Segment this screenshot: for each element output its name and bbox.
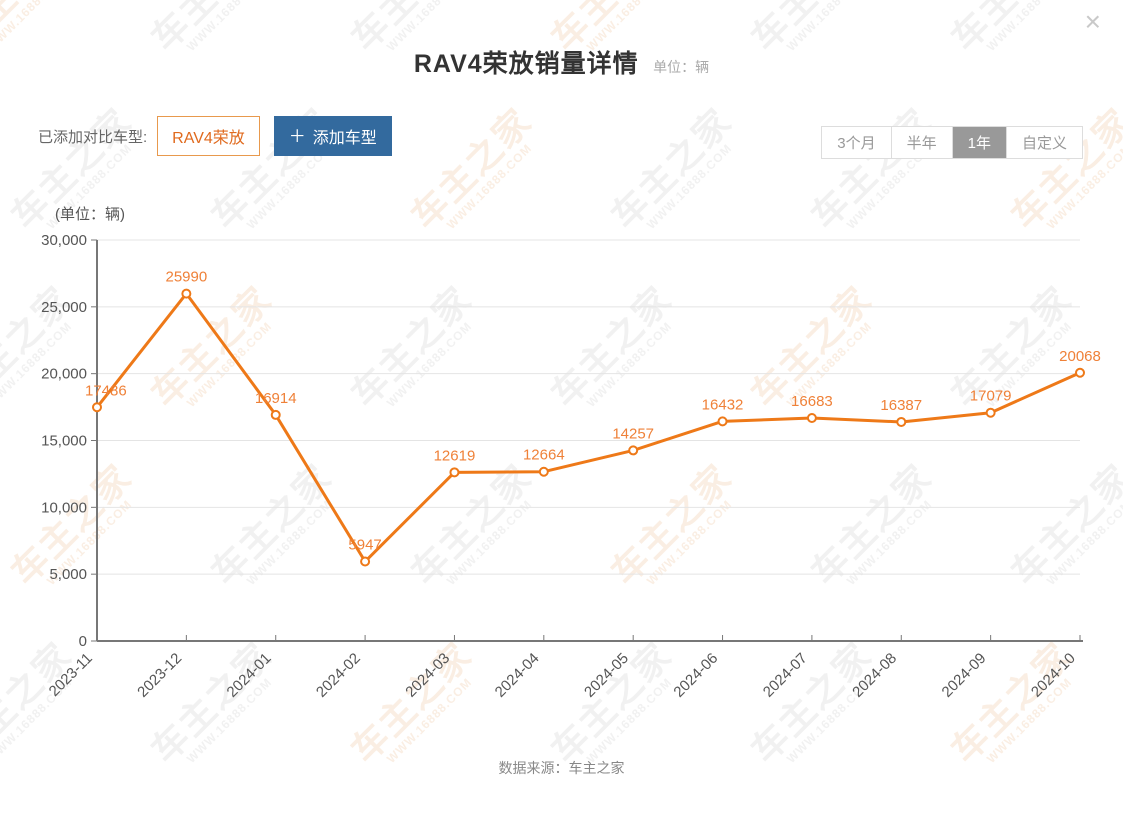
data-point[interactable] — [92, 402, 102, 413]
x-tick-label: 2024-03 — [402, 650, 453, 701]
y-tick-label: 10,000 — [41, 499, 87, 516]
sales-line-chart: 0 5,000 10,000 15,000 20,000 25,000 30,000 2023… — [41, 232, 1101, 701]
data-point-label: 16683 — [791, 393, 833, 410]
data-point[interactable] — [538, 466, 549, 477]
x-tick-label: 2024-05 — [581, 650, 632, 701]
data-point[interactable] — [449, 467, 460, 478]
data-point-label: 12664 — [523, 447, 565, 464]
y-tick-label: 25,000 — [41, 299, 87, 316]
data-point-label: 16432 — [702, 396, 744, 413]
y-tick-label: 30,000 — [41, 232, 87, 249]
x-tick-label: 2024-06 — [670, 650, 721, 701]
range-selector: 3个月 半年 1年 自定义 — [821, 126, 1083, 159]
sales-line-series — [95, 292, 1082, 564]
y-axis-unit-label: (单位：辆) — [55, 206, 125, 223]
data-point-label: 16387 — [880, 397, 922, 414]
data-point-label: 20068 — [1059, 348, 1101, 365]
x-tick-label: 2023-11 — [46, 650, 96, 700]
data-point-label: 12619 — [434, 447, 476, 464]
compare-bar-label: 已添加对比车型: — [38, 128, 148, 146]
y-tick-label: 0 — [79, 633, 87, 650]
data-points: 17486 25990 16914 5947 12619 12664 14257 16432 1… — [85, 269, 1101, 567]
title-unit-label: 单位：辆 — [653, 59, 710, 75]
model-chip-rav4[interactable]: RAV4荣放 — [157, 116, 260, 156]
data-point[interactable] — [360, 556, 371, 567]
plus-icon: ＋ — [288, 126, 306, 146]
range-option-custom[interactable]: 自定义 — [1005, 127, 1082, 158]
data-point-label: 17486 — [85, 382, 127, 399]
range-option-halfyear[interactable]: 半年 — [890, 127, 952, 158]
x-axis-labels: 2023-11 2023-12 2024-01 2024-02 2024-03 2024-… — [46, 635, 1081, 701]
x-tick-label: 2023-12 — [134, 650, 185, 701]
x-tick-label: 2024-08 — [849, 650, 900, 701]
data-point[interactable] — [806, 413, 817, 424]
range-option-3months[interactable]: 3个月 — [822, 127, 891, 158]
y-tick-label: 5,000 — [49, 566, 87, 583]
data-point[interactable] — [628, 445, 639, 456]
data-point-label: 16914 — [255, 390, 297, 407]
data-point[interactable] — [181, 288, 192, 299]
page-title: RAV4荣放销量详情 — [413, 50, 639, 78]
data-source-label: 数据来源：车主之家 — [498, 760, 625, 776]
data-point[interactable] — [1075, 367, 1085, 378]
data-point-label: 5947 — [348, 537, 381, 554]
add-model-button[interactable]: ＋ 添加车型 — [273, 116, 392, 156]
data-point-label: 17079 — [970, 388, 1012, 405]
x-tick-label: 2024-10 — [1028, 650, 1079, 701]
data-point[interactable] — [896, 416, 907, 427]
y-tick-label: 15,000 — [41, 433, 87, 450]
x-tick-label: 2024-01 — [224, 650, 275, 701]
data-point[interactable] — [270, 409, 281, 420]
title-row: RAV4荣放销量详情 单位：辆 — [0, 44, 1123, 80]
x-tick-label: 2024-07 — [760, 650, 811, 701]
close-icon[interactable]: × — [1084, 6, 1101, 37]
gridlines-and-yticks: 0 5,000 10,000 15,000 20,000 25,000 30,000 — [41, 232, 1080, 650]
x-tick-label: 2024-09 — [939, 650, 990, 701]
compare-bar: 已添加对比车型: RAV4荣放 ＋ 添加车型 — [38, 116, 392, 156]
data-point-label: 25990 — [166, 269, 208, 286]
x-tick-label: 2024-04 — [492, 650, 543, 701]
data-point[interactable] — [985, 407, 996, 418]
data-point[interactable] — [717, 416, 728, 427]
y-tick-label: 20,000 — [41, 366, 87, 383]
range-option-1year[interactable]: 1年 — [951, 127, 1006, 158]
x-tick-label: 2024-02 — [313, 650, 364, 701]
data-point-label: 14257 — [612, 425, 654, 442]
add-model-label: 添加车型 — [312, 130, 377, 147]
axes — [96, 240, 1083, 642]
